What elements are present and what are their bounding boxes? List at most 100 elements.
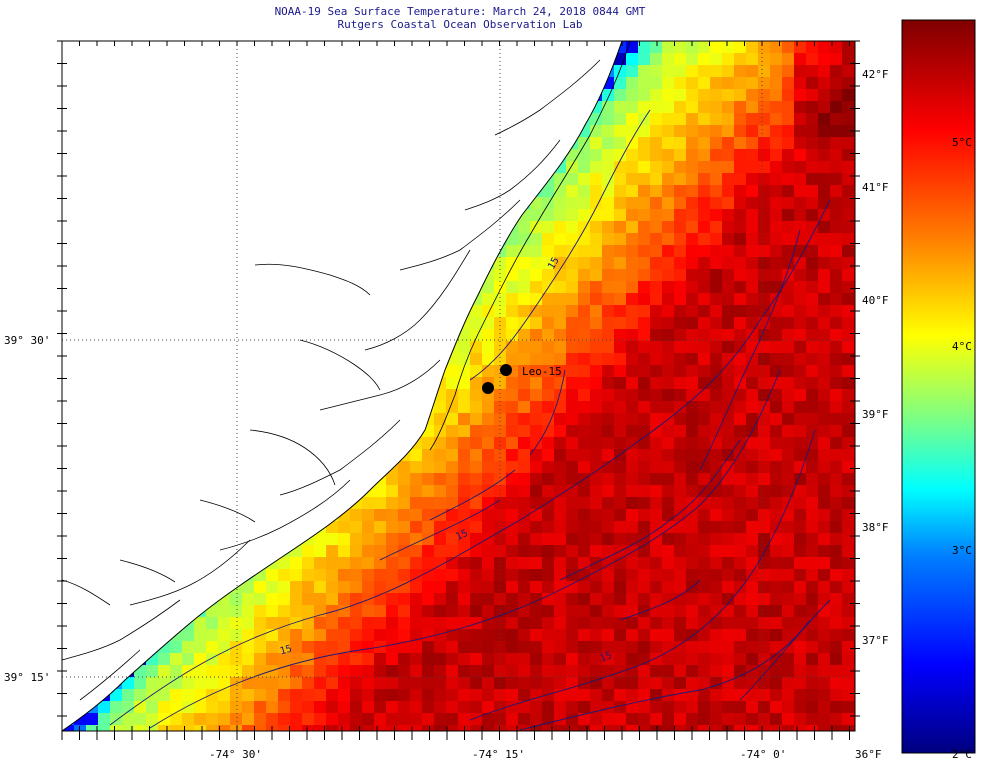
sst-cell [446, 425, 458, 437]
sst-cell [734, 293, 746, 305]
sst-cell [626, 269, 638, 281]
sst-cell [614, 137, 626, 149]
sst-cell [434, 485, 446, 497]
sst-cell [518, 533, 530, 545]
sst-cell [638, 581, 650, 593]
sst-cell [830, 209, 842, 221]
sst-cell [458, 461, 470, 473]
sst-cell [746, 173, 758, 185]
sst-cell [554, 533, 566, 545]
sst-cell [494, 569, 506, 581]
sst-cell [674, 401, 686, 413]
sst-cell [494, 701, 506, 713]
sst-cell [266, 713, 278, 725]
sst-cell [434, 677, 446, 689]
sst-cell [698, 293, 710, 305]
sst-cell [626, 521, 638, 533]
sst-cell [854, 317, 855, 329]
sst-cell [638, 401, 650, 413]
sst-cell [782, 725, 794, 731]
sst-cell [218, 665, 230, 677]
sst-cell [566, 497, 578, 509]
sst-cell [842, 473, 854, 485]
sst-cell [530, 281, 542, 293]
sst-cell [842, 713, 854, 725]
sst-cell [530, 413, 542, 425]
sst-cell [626, 377, 638, 389]
sst-cell [530, 353, 542, 365]
sst-cell [794, 185, 806, 197]
sst-cell [674, 425, 686, 437]
sst-cell [434, 725, 446, 731]
sst-cell [674, 281, 686, 293]
sst-cell [458, 581, 470, 593]
sst-cell [218, 641, 230, 653]
sst-cell [806, 509, 818, 521]
sst-cell [746, 185, 758, 197]
sst-cell [602, 137, 614, 149]
sst-cell [578, 173, 590, 185]
sst-cell [446, 725, 458, 731]
sst-cell [854, 101, 855, 113]
sst-cell [794, 317, 806, 329]
sst-cell [698, 245, 710, 257]
sst-cell [770, 329, 782, 341]
sst-cell [686, 233, 698, 245]
sst-cell [554, 473, 566, 485]
sst-cell [650, 341, 662, 353]
sst-cell [338, 593, 350, 605]
sst-cell [458, 389, 470, 401]
sst-cell [626, 449, 638, 461]
sst-cell [458, 713, 470, 725]
sst-cell [530, 689, 542, 701]
sst-cell [770, 209, 782, 221]
sst-cell [674, 221, 686, 233]
sst-cell [602, 233, 614, 245]
sst-cell [326, 569, 338, 581]
sst-cell [602, 125, 614, 137]
sst-cell [350, 521, 362, 533]
sst-cell [530, 605, 542, 617]
sst-cell [446, 605, 458, 617]
sst-cell [794, 197, 806, 209]
sst-cell [818, 641, 830, 653]
sst-cell [782, 593, 794, 605]
sst-cell [650, 437, 662, 449]
sst-cell [770, 713, 782, 725]
sst-cell [842, 257, 854, 269]
sst-cell [386, 677, 398, 689]
sst-cell [770, 41, 782, 53]
sst-cell [554, 593, 566, 605]
sst-cell [722, 41, 734, 53]
sst-cell [350, 689, 362, 701]
sst-cell [290, 677, 302, 689]
sst-cell [854, 425, 855, 437]
sst-cell [746, 233, 758, 245]
sst-cell [818, 485, 830, 497]
sst-cell [326, 677, 338, 689]
sst-cell [758, 689, 770, 701]
sst-cell [482, 653, 494, 665]
sst-cell [626, 437, 638, 449]
sst-cell [554, 641, 566, 653]
sst-cell [758, 257, 770, 269]
sst-cell [614, 197, 626, 209]
sst-cell [518, 425, 530, 437]
sst-cell [770, 461, 782, 473]
sst-cell [842, 401, 854, 413]
sst-cell [782, 305, 794, 317]
sst-cell [542, 389, 554, 401]
sst-cell [614, 653, 626, 665]
sst-cell [674, 185, 686, 197]
sst-cell [566, 665, 578, 677]
sst-cell [698, 377, 710, 389]
sst-cell [806, 557, 818, 569]
sst-cell [518, 233, 530, 245]
sst-cell [722, 569, 734, 581]
sst-cell [650, 209, 662, 221]
leo15-station-marker-north [500, 364, 512, 376]
sst-cell [578, 401, 590, 413]
sst-cell [458, 485, 470, 497]
sst-cell [794, 569, 806, 581]
sst-cell [638, 41, 650, 53]
